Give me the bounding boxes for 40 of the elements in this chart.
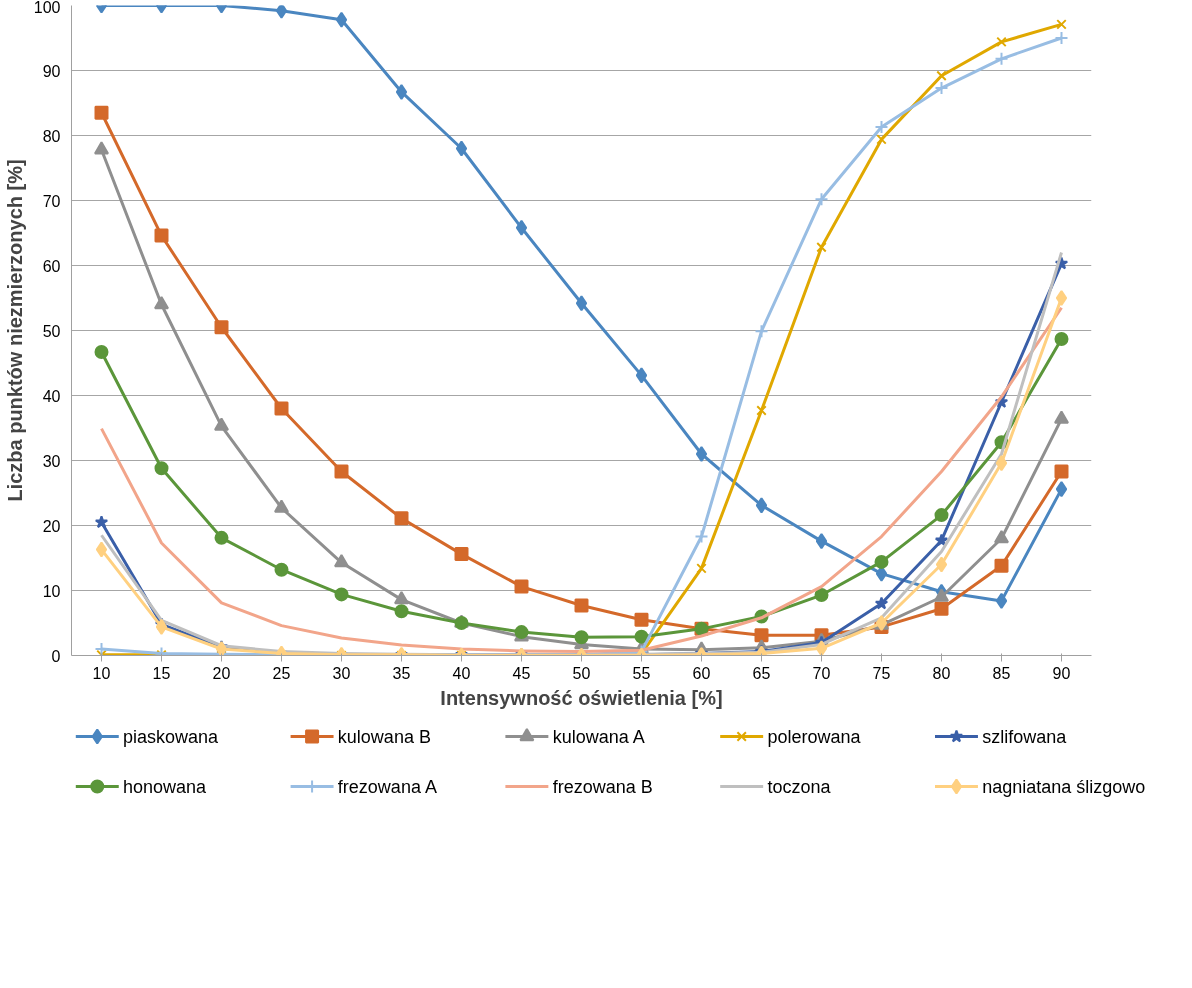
y-tick-label: 0 [51, 647, 61, 665]
y-tick-label: 60 [42, 257, 61, 275]
y-tick-label: 30 [42, 452, 61, 470]
x-tick-label: 50 [572, 664, 591, 682]
y-tick-label: 40 [42, 387, 61, 405]
y-tick-label: 80 [42, 127, 61, 145]
x-tick-label: 15 [152, 664, 171, 682]
x-tick-label: 55 [632, 664, 651, 682]
x-tick-label: 10 [92, 664, 111, 682]
y-axis-title: Liczba punktów niezmierzonych [%] [3, 159, 26, 502]
x-tick-label: 35 [392, 664, 411, 682]
legend-label: nagniatana ślizgowo [982, 776, 1146, 797]
y-tick-label: 10 [42, 582, 61, 600]
y-tick-label: 70 [42, 192, 61, 210]
x-tick-label: 90 [1052, 664, 1071, 682]
y-tick-label: 100 [33, 0, 61, 16]
x-tick-label: 85 [992, 664, 1011, 682]
x-tick-label: 20 [212, 664, 231, 682]
x-tick-label: 40 [452, 664, 471, 682]
x-tick-label: 80 [932, 664, 951, 682]
x-tick-label: 30 [332, 664, 351, 682]
x-tick-label: 45 [512, 664, 531, 682]
legend-label: polerowana [767, 726, 862, 747]
x-tick-label: 65 [752, 664, 771, 682]
legend-label: piaskowana [123, 726, 220, 747]
legend-label: frezowana B [552, 776, 653, 797]
y-tick-label: 50 [42, 322, 61, 340]
legend-label: kulowana A [552, 726, 645, 747]
x-tick-label: 70 [812, 664, 831, 682]
x-tick-label: 25 [272, 664, 291, 682]
x-tick-label: 75 [872, 664, 891, 682]
y-tick-label: 20 [42, 517, 61, 535]
legend-label: frezowana A [337, 776, 437, 797]
x-tick-label: 60 [692, 664, 711, 682]
x-axis-title: Intensywność oświetlenia [%] [440, 686, 723, 709]
y-tick-label: 90 [42, 62, 61, 80]
legend-label: szlifowana [982, 726, 1068, 747]
legend-label: toczona [767, 776, 832, 797]
legend-label: honowana [123, 776, 208, 797]
legend-label: kulowana B [337, 726, 431, 747]
